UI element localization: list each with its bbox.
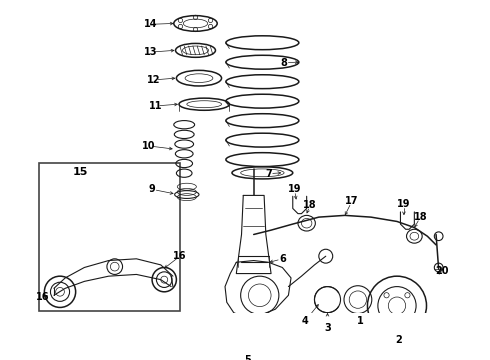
Text: 16: 16 <box>173 251 187 261</box>
Text: 11: 11 <box>149 101 162 111</box>
Bar <box>39 163 180 311</box>
Text: 6: 6 <box>279 254 286 264</box>
Text: 18: 18 <box>303 200 317 210</box>
Text: 2: 2 <box>395 336 402 346</box>
Text: 8: 8 <box>281 58 288 68</box>
Text: 14: 14 <box>144 19 157 29</box>
Text: 16: 16 <box>36 292 49 302</box>
Text: 12: 12 <box>147 75 161 85</box>
Text: 4: 4 <box>301 316 308 326</box>
Text: 1: 1 <box>357 316 364 326</box>
Text: 10: 10 <box>142 141 155 151</box>
Text: 5: 5 <box>244 355 251 360</box>
Text: 18: 18 <box>414 212 427 222</box>
Text: 15: 15 <box>73 167 89 177</box>
Text: 7: 7 <box>265 169 272 179</box>
Text: 17: 17 <box>345 197 359 207</box>
Text: 20: 20 <box>436 266 449 276</box>
Text: 13: 13 <box>144 47 157 57</box>
Text: 3: 3 <box>324 323 331 333</box>
Text: 19: 19 <box>288 184 301 194</box>
Text: 9: 9 <box>148 184 155 194</box>
Text: 19: 19 <box>397 199 411 209</box>
